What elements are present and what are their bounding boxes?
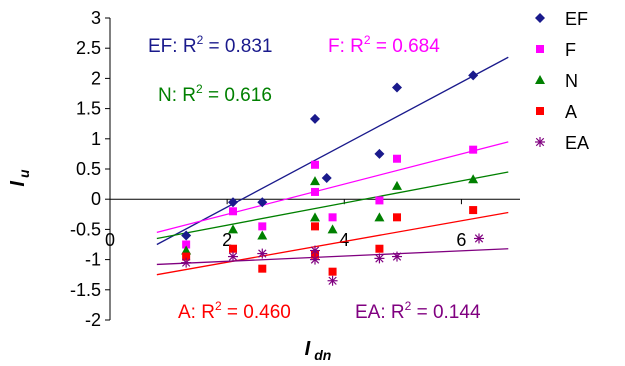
x-tick-label: 4 [339, 230, 349, 250]
legend-item-f: F [536, 40, 576, 60]
point-f [229, 207, 237, 216]
legend-label-ea: EA [565, 133, 589, 153]
r-squared-label-a: A: R2 = 0.460 [178, 299, 291, 323]
point-ef [257, 197, 268, 208]
point-ef [321, 173, 332, 184]
x-tick-label: 6 [456, 230, 466, 250]
y-tick-label: 1.5 [76, 99, 101, 119]
legend-item-a: A [536, 102, 577, 122]
trend-lines [156, 56, 509, 276]
point-ea [257, 248, 268, 259]
r-squared-label-f: F: R2 = 0.684 [328, 33, 440, 57]
point-ea [310, 245, 320, 256]
r-squared-annotations: EF: R2 = 0.831 F: R2 = 0.684 N: R2 = 0.616… [148, 33, 481, 323]
legend-marker-f [536, 45, 544, 53]
point-ef [392, 82, 402, 93]
point-n [228, 224, 238, 234]
r-squared-label-ea: EA: R2 = 0.144 [355, 299, 481, 323]
y-tick-label: -1.5 [70, 280, 101, 300]
point-n [310, 176, 320, 186]
x-tick-label: 2 [222, 230, 232, 250]
point-f [311, 187, 319, 196]
r-squared-label-n: N: R2 = 0.616 [158, 82, 272, 106]
point-ea [310, 254, 320, 265]
trend-line-ea [156, 248, 509, 266]
point-a [258, 264, 267, 273]
x-tick-label: 0 [105, 230, 115, 250]
point-ea [181, 257, 192, 268]
data-points [181, 70, 484, 286]
y-tick-label: 0 [91, 189, 101, 209]
point-a [328, 267, 337, 276]
y-tick-label: -1 [85, 250, 101, 270]
point-a [182, 252, 191, 261]
point-ef [228, 197, 238, 208]
y-tick-label: 2 [91, 68, 101, 88]
point-n [181, 245, 192, 255]
point-n [468, 174, 479, 184]
point-a [375, 244, 384, 253]
point-f [375, 196, 384, 205]
point-f [311, 160, 319, 169]
trend-line-a [156, 211, 509, 276]
r-squared-label-ef: EF: R2 = 0.831 [148, 33, 272, 57]
legend-marker-ea [535, 137, 545, 147]
point-a [311, 222, 319, 231]
legend-marker-n [535, 75, 545, 84]
legend: EF FNA EA [535, 9, 589, 153]
legend-item-ef: EF [535, 9, 588, 29]
point-f [182, 240, 191, 249]
y-axis-label: Iu [7, 169, 32, 187]
point-n [392, 180, 402, 190]
point-ea [327, 275, 338, 286]
point-ef [374, 148, 385, 159]
point-n [374, 212, 385, 222]
axes: 32.521.510.50-0.5-1-1.5-20 2 4 6 [70, 8, 520, 330]
point-ea [374, 253, 385, 264]
y-tick-label: -0.5 [70, 219, 101, 239]
point-ea [474, 233, 484, 244]
y-tick-label: 3 [91, 8, 101, 28]
point-f [258, 222, 267, 231]
trend-line-ef [156, 56, 509, 246]
legend-marker-a [536, 107, 544, 115]
point-a [229, 244, 237, 253]
y-tick-label: 2.5 [76, 38, 101, 58]
y-tick-label: 1 [91, 129, 101, 149]
point-n [310, 212, 320, 222]
point-a [393, 213, 401, 222]
point-a [469, 206, 478, 215]
point-ef [310, 113, 320, 124]
point-n [257, 230, 268, 240]
point-ef [468, 70, 479, 81]
legend-label-n: N [565, 71, 578, 91]
point-ea [392, 251, 402, 262]
y-tick-label: -2 [85, 310, 101, 330]
point-f [328, 213, 337, 222]
y-tick-label: 0.5 [76, 159, 101, 179]
legend-label-ef: EF [565, 9, 588, 29]
legend-label-f: F [565, 40, 576, 60]
point-ef [181, 230, 192, 241]
legend-item-ea: EA [535, 133, 589, 153]
legend-label-a: A [565, 102, 577, 122]
legend-item-n: N [535, 71, 578, 91]
legend-marker-ef [535, 13, 545, 23]
trend-line-f [156, 141, 509, 234]
point-f [469, 145, 478, 154]
trend-line-n [156, 171, 509, 240]
point-n [327, 224, 338, 234]
point-ea [228, 251, 238, 262]
point-f [393, 154, 401, 163]
